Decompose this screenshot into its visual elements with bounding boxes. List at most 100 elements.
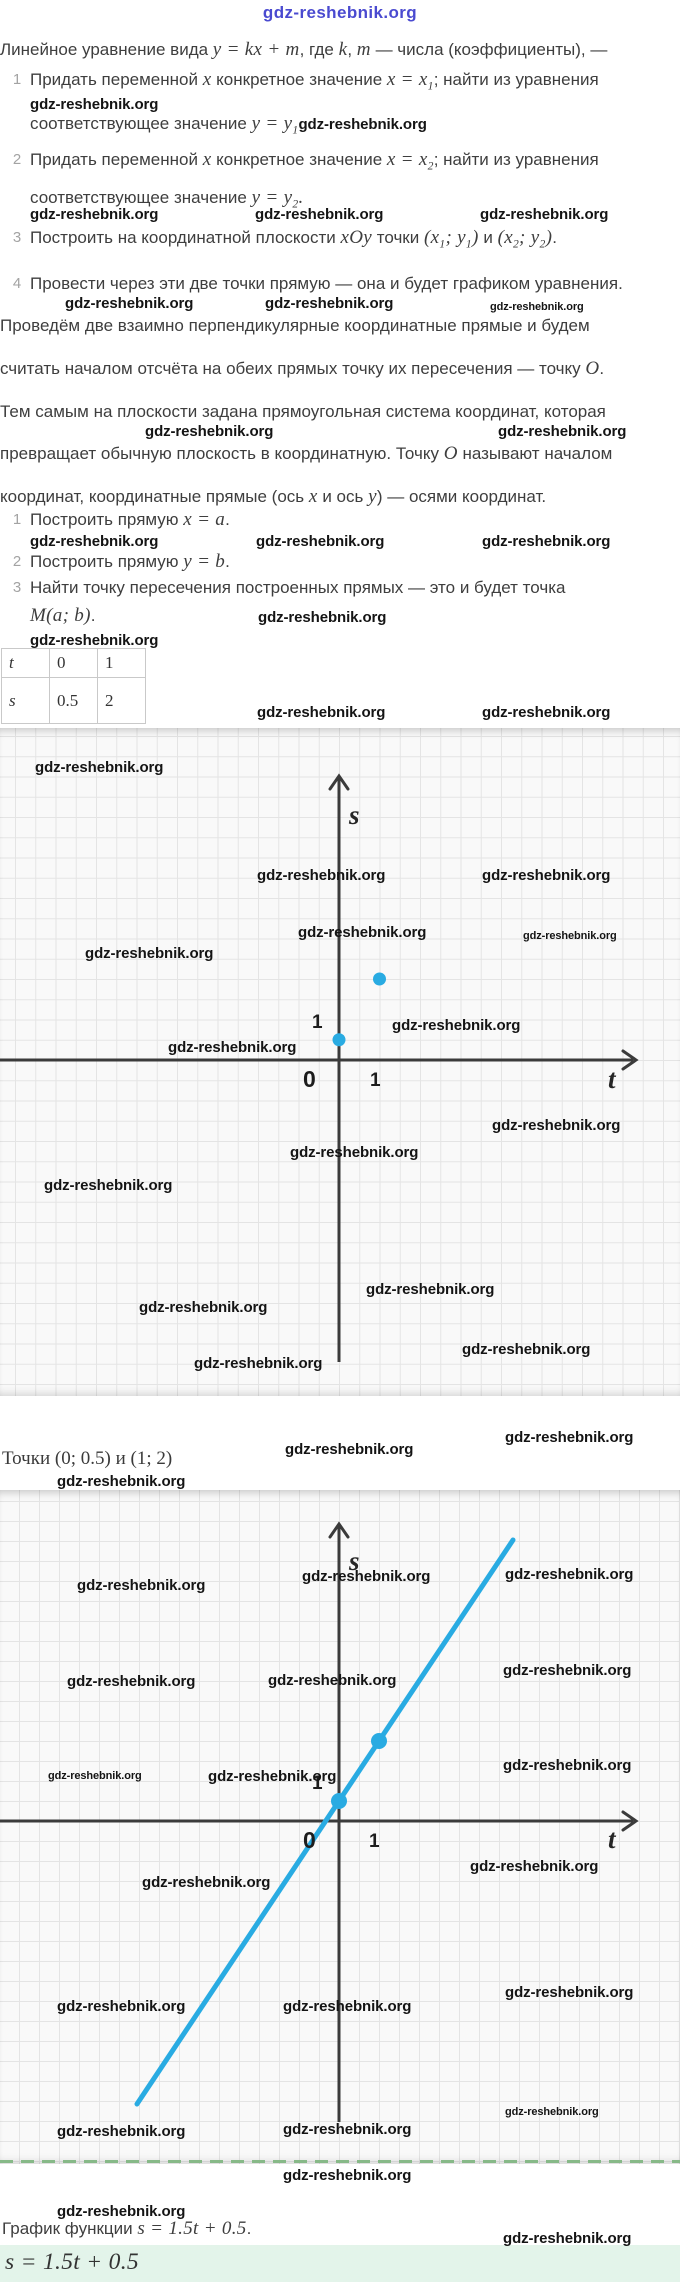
- table-row: t 0 1: [1, 648, 146, 678]
- list2-item3-line1: Найти точку пересечения построенных прям…: [30, 578, 566, 597]
- site-title-watermark: gdz-reshebnik.org: [262, 3, 418, 22]
- data-point: [373, 972, 386, 986]
- watermark: gdz-reshebnik.org: [35, 759, 164, 776]
- list1-item1-line1: Придать переменной x конкретное значение…: [30, 69, 599, 93]
- data-point: [371, 1733, 387, 1749]
- list2-num-3: 3: [12, 579, 22, 596]
- table-cell: s: [1, 677, 50, 724]
- paragraph-line1: Проведём две взаимно перпендикулярные ко…: [0, 316, 590, 335]
- list1-item2-line2: соответствующее значение y = y2.: [30, 187, 304, 211]
- list2-num-1: 1: [12, 511, 22, 528]
- watermark: gdz-reshebnik.org: [283, 2167, 412, 2184]
- table-row: s 0.5 2: [1, 677, 146, 724]
- origin-label: 0: [303, 1827, 316, 1853]
- watermark: gdz-reshebnik.org: [142, 1874, 271, 1891]
- table-cell: 0: [49, 648, 98, 678]
- watermark: gdz-reshebnik.org: [498, 423, 627, 440]
- watermark: gdz-reshebnik.org: [492, 1117, 621, 1134]
- watermark: gdz-reshebnik.org: [283, 1998, 412, 2015]
- paragraph-line2: считать началом отсчёта на обеих прямых …: [0, 358, 605, 379]
- function-line: [134, 1537, 516, 2107]
- watermark: gdz-reshebnik.org: [366, 1281, 495, 1298]
- watermark: gdz-reshebnik.org: [285, 1441, 414, 1458]
- list2-item2: Построить прямую y = b.: [30, 551, 230, 572]
- watermark: gdz-reshebnik.org: [57, 2203, 186, 2220]
- watermark: gdz-reshebnik.org: [470, 1858, 599, 1875]
- watermark: gdz-reshebnik.org: [505, 1566, 634, 1583]
- watermark: gdz-reshebnik.org: [30, 533, 159, 550]
- paragraph-line5: координат, координатные прямые (ось x и …: [0, 486, 547, 507]
- paragraph-line4: превращает обычную плоскость в координат…: [0, 443, 613, 464]
- list1-item3: Построить на координатной плоскости xOy …: [30, 227, 557, 251]
- watermark: gdz-reshebnik.org: [77, 1577, 206, 1594]
- watermark: gdz-reshebnik.org: [290, 1144, 419, 1161]
- watermark: gdz-reshebnik.org: [257, 704, 386, 721]
- watermark: gdz-reshebnik.org: [283, 2121, 412, 2138]
- watermark: gdz-reshebnik.org: [505, 1984, 634, 2001]
- watermark: gdz-reshebnik.org: [480, 206, 609, 223]
- watermark: gdz-reshebnik.org: [503, 2230, 632, 2247]
- intro-line: Линейное уравнение вида y = kx + m, где …: [0, 39, 608, 60]
- watermark: gdz-reshebnik.org: [57, 2123, 186, 2140]
- table-cell: 0.5: [49, 677, 98, 724]
- x-axis-arrow: [621, 1810, 639, 1832]
- watermark: gdz-reshebnik.org: [30, 632, 159, 649]
- watermark: gdz-reshebnik.org: [85, 945, 214, 962]
- list2-item1: Построить прямую x = a.: [30, 509, 230, 530]
- watermark: gdz-reshebnik.org: [302, 1568, 431, 1585]
- watermark: gdz-reshebnik.org: [462, 1341, 591, 1358]
- y-axis-arrow: [328, 1521, 350, 1539]
- x-axis-arrow: [621, 1049, 639, 1071]
- watermark: gdz-reshebnik.org: [490, 301, 584, 313]
- list1-num-3: 3: [12, 229, 22, 246]
- line-plot-canvas: [0, 1521, 639, 2122]
- list1-num-1: 1: [12, 71, 22, 88]
- points-coordinates-label: Точки (0; 0.5) и (1; 2): [2, 1448, 173, 1469]
- watermark: gdz-reshebnik.org: [168, 1039, 297, 1056]
- watermark: gdz-reshebnik.org: [265, 295, 394, 312]
- watermark: gdz-reshebnik.org: [65, 295, 194, 312]
- graph-points: s t 0 1 1: [0, 728, 680, 1396]
- x-axis-label: t: [608, 1824, 616, 1854]
- data-point: [331, 1793, 347, 1809]
- table-cell: 2: [97, 677, 146, 724]
- watermark: gdz-reshebnik.org: [256, 533, 385, 550]
- list1-item4: Провести через эти две точки прямую — он…: [30, 274, 623, 293]
- list1-num-2: 2: [12, 151, 22, 168]
- graph-line: s t 0 1 1: [0, 1490, 680, 2164]
- paragraph-line3: Тем самым на плоскости задана прямоуголь…: [0, 402, 606, 421]
- x-tick-label: 1: [369, 1831, 380, 1852]
- list1-item2-line1: Придать переменной x конкретное значение…: [30, 149, 599, 173]
- table-cell: 1: [97, 648, 146, 678]
- list1-item1-line2: соответствующее значение y = y1gdz-reshe…: [30, 113, 427, 137]
- list1-num-4: 4: [12, 275, 22, 292]
- watermark: gdz-reshebnik.org: [208, 1768, 337, 1785]
- watermark: gdz-reshebnik.org: [30, 96, 159, 113]
- answer-formula: s = 1.5t + 0.5: [5, 2249, 139, 2275]
- y-axis-arrow: [328, 773, 350, 791]
- watermark: gdz-reshebnik.org: [482, 533, 611, 550]
- dashed-divider: [0, 2160, 680, 2163]
- y-axis-label: s: [349, 800, 360, 830]
- watermark: gdz-reshebnik.org: [67, 1673, 196, 1690]
- x-axis-label: t: [608, 1064, 616, 1094]
- table-cell: t: [1, 648, 50, 678]
- data-point: [332, 1033, 346, 1047]
- watermark: gdz-reshebnik.org: [57, 1998, 186, 2015]
- watermark: gdz-reshebnik.org: [503, 1757, 632, 1774]
- y-tick-label: 1: [312, 1012, 323, 1033]
- watermark: gdz-reshebnik.org: [139, 1299, 268, 1316]
- answer-highlight-box: s = 1.5t + 0.5: [0, 2245, 680, 2282]
- watermark: gdz-reshebnik.org: [44, 1177, 173, 1194]
- graph-caption: График функции s = 1.5t + 0.5.: [2, 2218, 252, 2239]
- y-axis-label: s: [349, 1546, 360, 1576]
- list2-num-2: 2: [12, 553, 22, 570]
- scatter-plot-canvas: [0, 773, 639, 1362]
- watermark: gdz-reshebnik.org: [268, 1672, 397, 1689]
- watermark: gdz-reshebnik.org: [145, 423, 274, 440]
- list2-item3-line2: M(a; b).: [30, 605, 96, 626]
- watermark: gdz-reshebnik.org: [255, 206, 384, 223]
- watermark: gdz-reshebnik.org: [482, 867, 611, 884]
- watermark: gdz-reshebnik.org: [194, 1355, 323, 1372]
- watermark: gdz-reshebnik.org: [505, 1429, 634, 1446]
